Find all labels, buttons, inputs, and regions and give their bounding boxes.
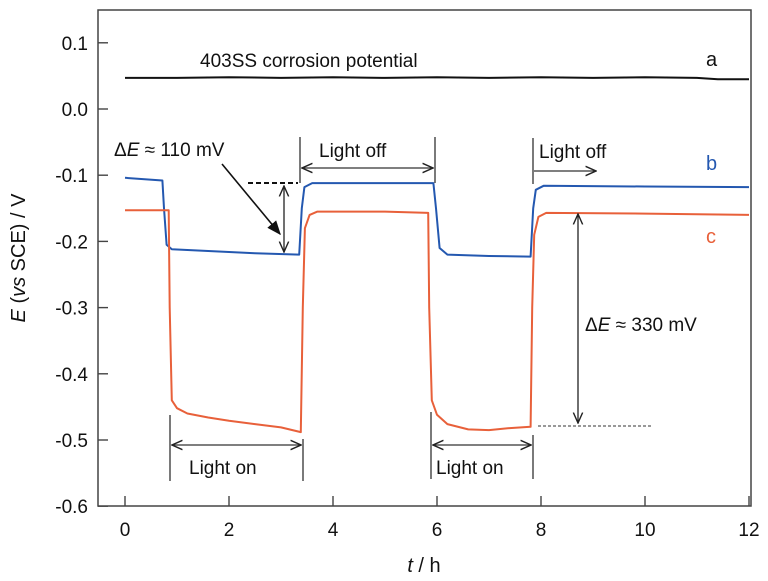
annotation-delta-110: ΔE ≈ 110 mV bbox=[114, 140, 225, 161]
series-line-c bbox=[125, 209, 750, 434]
series-label-b: b bbox=[706, 153, 717, 175]
x-tick-label: 6 bbox=[432, 520, 443, 541]
delta-symbol: Δ bbox=[585, 315, 598, 336]
y-axis: 0.1 0.0 -0.1 -0.2 -0.3 -0.4 -0.5 -0.6 bbox=[55, 34, 108, 518]
pointer-arrow bbox=[221, 163, 281, 236]
y-tick-label: 0.1 bbox=[62, 34, 88, 55]
annotation-delta-330: ΔE ≈ 330 mV bbox=[585, 315, 697, 336]
y-axis-title: E (vs SCE) / V bbox=[8, 193, 30, 323]
delta-var: E bbox=[598, 315, 611, 336]
y-tick-label: -0.2 bbox=[55, 232, 88, 253]
delta-value: ≈ 110 mV bbox=[139, 140, 224, 161]
delta-var: E bbox=[127, 140, 140, 161]
x-tick-label: 0 bbox=[120, 520, 131, 541]
y-axis-vs: vs bbox=[8, 277, 30, 297]
y-tick-label: 0.0 bbox=[62, 100, 88, 121]
annotation-403ss: 403SS corrosion potential bbox=[200, 51, 418, 72]
x-axis-var: t bbox=[407, 555, 414, 577]
series-label-c: c bbox=[706, 226, 716, 248]
light-on-label-2: Light on bbox=[436, 458, 504, 479]
y-axis-unit: SCE) / V bbox=[8, 193, 30, 277]
delta-symbol: Δ bbox=[114, 140, 127, 161]
x-axis-title: t / h bbox=[407, 555, 440, 577]
series-line-a bbox=[125, 76, 749, 81]
light-off-label-2: Light off bbox=[539, 142, 607, 163]
y-axis-var: E bbox=[8, 308, 30, 322]
series-layer bbox=[124, 76, 750, 434]
y-tick-label: -0.5 bbox=[55, 431, 88, 452]
x-axis: 0 2 4 6 8 10 12 bbox=[120, 496, 760, 541]
y-tick-label: -0.3 bbox=[55, 299, 88, 320]
x-tick-label: 10 bbox=[634, 520, 655, 541]
x-tick-label: 12 bbox=[738, 520, 759, 541]
x-axis-unit: / h bbox=[413, 555, 441, 577]
delta-value: ≈ 330 mV bbox=[610, 315, 697, 336]
plot-frame bbox=[97, 9, 752, 507]
x-tick-label: 2 bbox=[224, 520, 235, 541]
y-tick-label: -0.6 bbox=[55, 497, 88, 518]
x-tick-label: 4 bbox=[328, 520, 339, 541]
x-tick-label: 8 bbox=[536, 520, 547, 541]
y-tick-label: -0.1 bbox=[55, 166, 88, 187]
light-on-label-1: Light on bbox=[189, 458, 257, 479]
series-line-b bbox=[124, 176, 750, 258]
y-axis-open: ( bbox=[8, 297, 30, 310]
series-label-a: a bbox=[706, 49, 718, 71]
light-off-label-1: Light off bbox=[319, 141, 387, 162]
y-tick-label: -0.4 bbox=[55, 365, 88, 386]
